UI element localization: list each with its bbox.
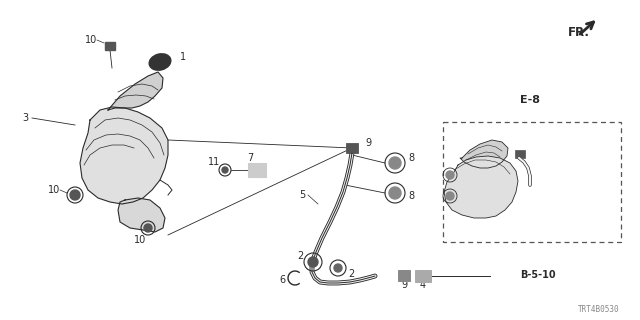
Circle shape (222, 167, 228, 173)
Text: 3: 3 (22, 113, 28, 123)
Ellipse shape (149, 54, 171, 70)
Circle shape (144, 224, 152, 232)
Bar (346, 143, 358, 153)
Text: FR.: FR. (568, 27, 590, 39)
Text: B-5-10: B-5-10 (520, 270, 556, 280)
Text: 2: 2 (297, 251, 303, 261)
Circle shape (389, 157, 401, 169)
Polygon shape (460, 140, 508, 168)
Polygon shape (108, 72, 163, 110)
Bar (515, 150, 525, 158)
Bar (105, 42, 115, 50)
Text: 4: 4 (420, 280, 426, 290)
Circle shape (389, 187, 401, 199)
Circle shape (70, 190, 80, 200)
Text: 10: 10 (48, 185, 60, 195)
Text: 2: 2 (348, 269, 355, 279)
Bar (398, 270, 410, 281)
Text: E-8: E-8 (520, 95, 540, 105)
FancyArrow shape (523, 113, 537, 121)
Text: 10: 10 (84, 35, 97, 45)
Text: 11: 11 (208, 157, 220, 167)
Circle shape (446, 192, 454, 200)
Bar (415, 270, 431, 282)
Polygon shape (444, 156, 518, 218)
Circle shape (308, 257, 318, 267)
Text: 7: 7 (247, 153, 253, 163)
Text: TRT4B0530: TRT4B0530 (579, 306, 620, 315)
Text: 6: 6 (280, 275, 286, 285)
Text: 10: 10 (134, 235, 146, 245)
Text: 9: 9 (401, 280, 407, 290)
Polygon shape (118, 198, 165, 232)
Text: 5: 5 (299, 190, 305, 200)
Bar (248, 163, 266, 177)
Text: 1: 1 (180, 52, 186, 62)
Circle shape (334, 264, 342, 272)
Text: 8: 8 (408, 191, 414, 201)
Text: 9: 9 (365, 138, 371, 148)
Bar (443, 122, 621, 242)
Text: 8: 8 (408, 153, 414, 163)
Circle shape (446, 171, 454, 179)
Polygon shape (80, 107, 168, 204)
